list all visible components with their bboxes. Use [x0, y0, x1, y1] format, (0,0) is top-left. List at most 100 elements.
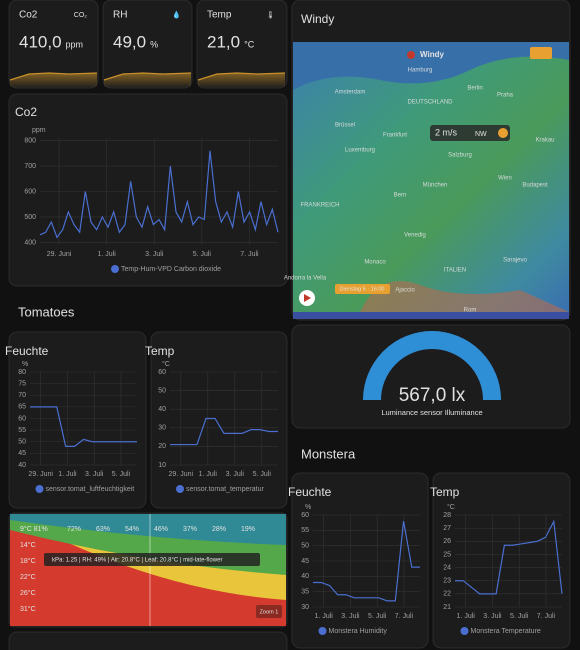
city-label: Sarajevo — [503, 258, 527, 264]
chart-title: Co2 — [15, 105, 37, 119]
vpd-label: 22°C — [20, 573, 36, 581]
y-tick-label: 22 — [443, 591, 451, 598]
legend-label: Temp-Hum-VPD Carbon dioxide — [121, 266, 221, 273]
city-label: Salzburg — [448, 153, 472, 159]
chart-title: Feuchte — [5, 344, 49, 358]
vpd-label: 54% — [125, 526, 139, 533]
x-tick-label: 7. Juli — [537, 613, 556, 620]
sensor-name: RH — [113, 10, 127, 21]
y-tick-label: 55 — [301, 527, 309, 534]
y-tick-label: 60 — [158, 369, 166, 376]
y-tick-label: 50 — [301, 543, 309, 550]
x-tick-label: 3. Juli — [85, 471, 104, 478]
city-label: Bern — [394, 193, 407, 199]
card — [150, 331, 288, 509]
city-label: Budapest — [522, 183, 548, 189]
zoom-button[interactable] — [256, 605, 282, 618]
legend-label: Monstera Humidity — [329, 628, 388, 635]
data-line — [39, 150, 279, 239]
y-tick-label: 700 — [24, 163, 36, 170]
x-tick-label: 29. Juni — [47, 251, 72, 258]
wind-dir: NW — [475, 131, 487, 138]
y-tick-label: 70 — [18, 392, 26, 399]
city-label: Wien — [498, 176, 512, 182]
gauge-value: 567,0 lx — [399, 385, 466, 406]
vpd-label: 14°C — [20, 541, 36, 549]
city-label: Berlin — [467, 86, 482, 92]
map[interactable] — [293, 42, 569, 312]
y-tick-label: 50 — [18, 439, 26, 446]
y-tick-label: 24 — [443, 564, 451, 571]
y-tick-label: 40 — [18, 462, 26, 469]
card[interactable] — [102, 0, 193, 89]
city-label: Rom — [464, 308, 477, 314]
y-tick-label: 20 — [158, 443, 166, 450]
x-tick-label: 1. Juli — [199, 471, 218, 478]
area — [360, 281, 569, 312]
data-line — [170, 417, 278, 446]
logo: Windy — [420, 50, 444, 59]
x-tick-label: 5. Juli — [253, 471, 272, 478]
sensor-unit: ppm — [66, 39, 84, 49]
x-tick-label: 29. Juni — [28, 471, 53, 478]
wind-arrow — [498, 128, 508, 138]
card[interactable] — [196, 0, 288, 89]
y-tick-label: 27 — [443, 525, 451, 532]
gauge-name: Luminance sensor Illuminance — [381, 408, 482, 417]
city-label: Monaco — [364, 260, 386, 266]
y-tick-label: 21 — [443, 604, 451, 611]
vpd-label: 18°C — [20, 557, 36, 565]
city-label: Andorra la Vella — [284, 276, 327, 282]
vpd-label: 72% — [67, 526, 81, 533]
card-title: Windy — [301, 12, 334, 26]
x-tick-label: 3. Juli — [226, 471, 245, 478]
card — [291, 324, 571, 429]
unit-label: ppm — [32, 127, 46, 134]
y-tick-label: 35 — [301, 589, 309, 596]
card — [8, 93, 288, 287]
sea — [293, 42, 569, 90]
legend-label: Monstera Temperature — [471, 628, 541, 635]
city-label: Krakau — [535, 138, 554, 144]
card[interactable] — [8, 0, 99, 89]
play-icon — [304, 294, 311, 302]
unit-label: °C — [447, 503, 455, 511]
y-tick-label: 75 — [18, 380, 26, 387]
card — [8, 631, 288, 650]
y-tick-label: 800 — [24, 137, 36, 144]
y-tick-label: 600 — [24, 188, 36, 195]
unit-label: °C — [162, 360, 170, 368]
x-tick-label: 1. Juli — [97, 251, 116, 258]
tooltip-box — [44, 553, 260, 566]
section-heading: Tomatoes — [18, 304, 75, 319]
gauge-arc — [363, 331, 501, 401]
chart-title: Temp — [430, 485, 460, 499]
sensor-value: 410,0 — [19, 32, 62, 51]
time-label: Dienstag 6 · 16:00 — [340, 286, 385, 292]
sparkline — [9, 72, 98, 81]
x-tick-label: 1. Juli — [58, 471, 77, 478]
data-line — [30, 406, 137, 447]
vpd-label: 37% — [183, 526, 197, 533]
time-box — [335, 284, 390, 294]
y-tick-label: 60 — [301, 512, 309, 519]
sensor-icon: CO₂ — [74, 12, 88, 19]
x-tick-label: 29. Juni — [169, 471, 194, 478]
x-tick-label: 5. Juli — [368, 613, 387, 620]
legend-dot — [111, 265, 119, 273]
legend-dot — [35, 485, 44, 493]
x-tick-label: 1. Juli — [457, 613, 476, 620]
unit-label: % — [305, 504, 311, 511]
card — [291, 472, 429, 649]
city-label: DEUTSCHLAND — [407, 100, 453, 106]
scale-bar — [293, 312, 569, 319]
y-tick-label: 80 — [18, 369, 26, 376]
card — [8, 331, 147, 509]
vpd-tooltip: kPa: 1.25 | RH: 49% | Air: 20.8°C | Leaf… — [52, 558, 222, 564]
sensor-icon: 🌡 — [266, 11, 275, 19]
unit-label: % — [22, 361, 28, 368]
vpd-label: 9°C 81% — [20, 525, 48, 533]
x-tick-label: 5. Juli — [510, 613, 529, 620]
